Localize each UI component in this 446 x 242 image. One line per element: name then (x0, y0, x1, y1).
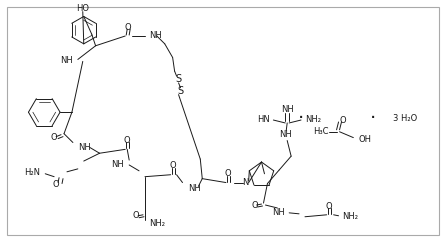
Text: HN: HN (256, 114, 269, 124)
Text: O: O (251, 201, 258, 210)
Text: N: N (243, 178, 249, 187)
Text: NH₂: NH₂ (343, 212, 359, 221)
Text: S: S (175, 74, 182, 84)
Text: O: O (325, 202, 332, 211)
Text: NH₂: NH₂ (305, 114, 321, 124)
Text: NH: NH (78, 143, 91, 152)
Text: HO: HO (76, 4, 89, 13)
Text: NH: NH (189, 184, 201, 193)
Text: H₂N: H₂N (24, 168, 40, 177)
Text: ·: · (298, 109, 304, 128)
Text: H₃C: H₃C (313, 127, 329, 136)
Text: OH: OH (358, 135, 371, 144)
Text: O: O (225, 169, 231, 178)
Text: ·: · (370, 109, 376, 128)
Text: O: O (169, 161, 176, 170)
Text: O: O (51, 133, 58, 142)
Text: S: S (178, 86, 184, 96)
Text: 3 H₂O: 3 H₂O (393, 113, 417, 122)
Text: O: O (53, 180, 59, 189)
Text: NH: NH (273, 208, 285, 217)
Text: NH: NH (60, 56, 73, 65)
Text: O: O (133, 211, 140, 220)
Text: O: O (124, 136, 131, 145)
Text: NH₂: NH₂ (149, 219, 165, 228)
Text: O: O (339, 115, 346, 125)
Text: NH: NH (112, 160, 124, 169)
Text: NH: NH (279, 130, 292, 139)
Text: O: O (125, 23, 132, 32)
Text: NH: NH (281, 105, 293, 114)
Text: NH: NH (149, 30, 162, 39)
